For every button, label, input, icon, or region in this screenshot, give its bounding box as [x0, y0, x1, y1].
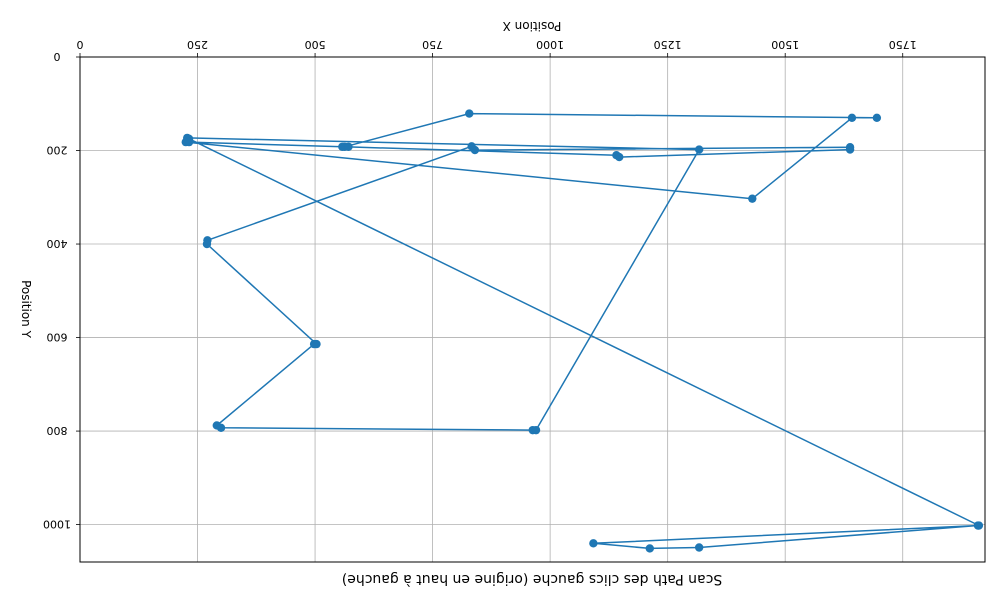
data-point [615, 152, 624, 162]
y-tick-label: 600 [47, 331, 68, 344]
x-tick-label: 0 [77, 38, 84, 51]
grid-lines [79, 56, 985, 562]
data-point [847, 113, 857, 122]
data-point [694, 543, 704, 552]
x-tick-label: 500 [305, 38, 326, 51]
data-point [309, 339, 319, 349]
x-tick-label: 1500 [771, 38, 799, 51]
y-tick-label: 0 [54, 50, 61, 63]
data-point [184, 137, 194, 147]
series-line [185, 112, 980, 550]
x-tick-label: 1000 [536, 38, 564, 51]
data-point [748, 194, 757, 203]
data-point [202, 239, 212, 249]
data-point [338, 142, 347, 151]
y-tick-label: 1000 [43, 518, 71, 531]
y-tick-label: 400 [47, 237, 68, 250]
x-tick-label: 250 [187, 38, 208, 51]
data-point [694, 145, 704, 154]
data-point [344, 142, 353, 151]
data-point [531, 425, 541, 435]
data-point [845, 143, 855, 152]
x-tick-label: 750 [422, 38, 443, 51]
data-point [872, 113, 882, 122]
plot-frame [79, 56, 986, 563]
x-ticks: 0 250 500 750 1000 1250 1500 1750 [77, 38, 917, 57]
chart-title: Scan Path des clics gauche (origine en h… [342, 571, 722, 587]
x-axis-label: Position X [503, 19, 562, 33]
data-point [974, 521, 984, 530]
x-tick-label: 1750 [889, 38, 917, 51]
data-point [645, 544, 654, 553]
data-point [589, 539, 598, 548]
y-tick-label: 800 [47, 424, 68, 437]
y-axis-label: Position Y [19, 280, 33, 339]
x-tick-label: 1250 [654, 38, 682, 51]
data-point [465, 109, 474, 118]
data-point [467, 142, 476, 151]
y-tick-label: 200 [47, 144, 68, 157]
y-ticks: 0 200 400 600 800 1000 [43, 50, 80, 531]
series-layer [181, 109, 984, 553]
data-point [216, 423, 226, 433]
